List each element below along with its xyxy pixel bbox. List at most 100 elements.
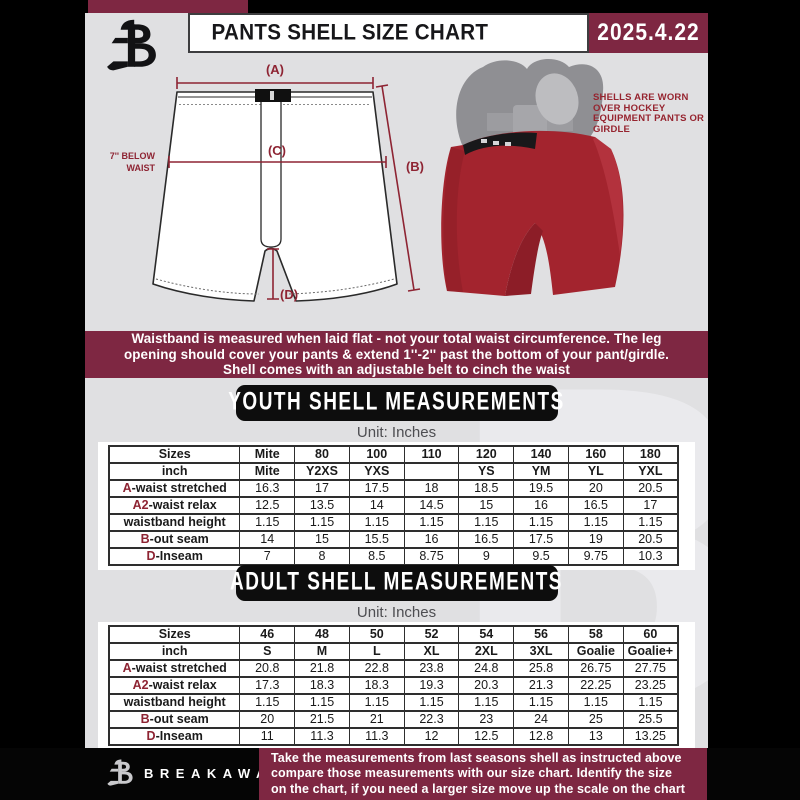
cell: 25.5 <box>622 710 679 729</box>
cell: YXS <box>348 462 405 481</box>
cell: S <box>239 642 296 661</box>
cell: 54 <box>458 625 515 644</box>
cell: 20 <box>239 710 296 729</box>
table-row: A2-waist relax 17.3 18.3 18.3 19.3 20.3 21.3 22… <box>108 676 679 695</box>
cell: 1.15 <box>458 693 515 712</box>
cell: YS <box>458 462 515 481</box>
cell: 17.5 <box>348 479 405 498</box>
cell: 24.8 <box>458 659 515 678</box>
cell: 3XL <box>513 642 569 661</box>
cell: 21.8 <box>294 659 350 678</box>
red-shell <box>441 130 624 296</box>
footer-line: compare those measurements with our size… <box>271 766 673 781</box>
page-title: PANTS SHELL SIZE CHART <box>211 20 489 45</box>
cell: 9 <box>458 547 515 566</box>
row-label: B-out seam <box>108 710 241 729</box>
cell: 1.15 <box>458 513 515 532</box>
cell: 17 <box>622 496 679 515</box>
measure-d-line <box>267 248 279 300</box>
row-label: D-Inseam <box>108 727 241 746</box>
cell: 16.3 <box>239 479 296 498</box>
cell: 1.15 <box>239 693 296 712</box>
cell: 20.5 <box>622 530 679 549</box>
cell: 16 <box>513 496 569 515</box>
shell-belt <box>463 132 537 155</box>
cell: 16.5 <box>458 530 515 549</box>
cell: YM <box>513 462 569 481</box>
shell-product-photo <box>441 58 624 296</box>
cell: Goalie+ <box>622 642 679 661</box>
thigh-pad <box>535 73 579 125</box>
table-row: inch S M L XL 2XL 3XL Goalie Goalie+ <box>108 642 679 661</box>
cell: 7 <box>239 547 296 566</box>
cell: 46 <box>239 625 296 644</box>
cell: 16 <box>403 530 460 549</box>
cell: 14 <box>348 496 405 515</box>
measure-a-label: (A) <box>266 62 284 77</box>
cell: 1.15 <box>513 513 569 532</box>
cell <box>403 462 460 481</box>
measure-c-line <box>168 156 387 168</box>
cell: 22.8 <box>348 659 405 678</box>
belt-detail <box>493 141 499 145</box>
adult-section-title: ADULT SHELL MEASUREMENTS <box>230 568 563 596</box>
shell-shadow-center <box>505 223 543 296</box>
date-text: 2025.4.22 <box>597 19 700 46</box>
cell: L <box>348 642 405 661</box>
cell: 9.5 <box>513 547 569 566</box>
cell: 26.75 <box>567 659 624 678</box>
photo-caption: SHELLS ARE WORN OVER HOCKEY EQUIPMENT PA… <box>593 92 705 135</box>
row-label: Sizes <box>108 625 241 644</box>
table-row: Sizes Mite 80 100 110 120 140 160 180 <box>108 445 679 464</box>
footer: BREAKAWAY Take the measurements from las… <box>0 748 800 800</box>
cell: 180 <box>622 445 679 464</box>
cell: 18.3 <box>348 676 405 695</box>
cell: 25.8 <box>513 659 569 678</box>
row-label: A-waist stretched <box>108 659 241 678</box>
youth-section-banner: YOUTH SHELL MEASUREMENTS <box>228 385 563 421</box>
cell: 12.5 <box>239 496 296 515</box>
cell: 1.15 <box>348 513 405 532</box>
cell: 1.15 <box>239 513 296 532</box>
cell: 1.15 <box>622 693 679 712</box>
row-label: inch <box>108 642 241 661</box>
youth-unit-label: Unit: Inches <box>356 424 437 441</box>
cell: 1.15 <box>567 513 624 532</box>
cell: 19 <box>567 530 624 549</box>
cell: 60 <box>622 625 679 644</box>
table-row: A2-waist relax 12.5 13.5 14 14.5 15 16 16.5 17 <box>108 496 679 515</box>
cell: Mite <box>239 445 296 464</box>
cell: 11.3 <box>348 727 405 746</box>
cell: 14 <box>239 530 296 549</box>
cell: 11 <box>239 727 296 746</box>
note-line: Waistband is measured when laid flat - n… <box>131 331 662 347</box>
cell: 12.5 <box>458 727 515 746</box>
footer-logo: BREAKAWAY <box>106 758 286 788</box>
cell: Y2XS <box>294 462 350 481</box>
measure-d-label: (D) <box>280 287 298 302</box>
cell: 20.3 <box>458 676 515 695</box>
date-badge: 2025.4.22 <box>589 13 708 53</box>
cell: 16.5 <box>567 496 624 515</box>
cell: 50 <box>348 625 405 644</box>
youth-section-title: YOUTH SHELL MEASUREMENTS <box>228 388 565 416</box>
cell: 1.15 <box>294 513 350 532</box>
cell: 25 <box>567 710 624 729</box>
cell: 21.5 <box>294 710 350 729</box>
cell: 21 <box>348 710 405 729</box>
row-label: waistband height <box>108 693 241 712</box>
cell: YL <box>567 462 624 481</box>
note-line: opening should cover your pants & extend… <box>123 346 669 362</box>
measurement-note-banner: Waistband is measured when laid flat - n… <box>85 331 708 378</box>
cell: 140 <box>513 445 569 464</box>
cell: 110 <box>403 445 460 464</box>
brand-name: BREAKAWAY <box>144 765 286 781</box>
cell: 1.15 <box>513 693 569 712</box>
table-row: inch Mite Y2XS YXS YS YM YL YXL <box>108 462 679 481</box>
cell: 24 <box>513 710 569 729</box>
cell: 19.5 <box>513 479 569 498</box>
cell: 58 <box>567 625 624 644</box>
cell: 12 <box>403 727 460 746</box>
table-row: waistband height 1.15 1.15 1.15 1.15 1.15 1.15… <box>108 513 679 532</box>
adult-section-banner: ADULT SHELL MEASUREMENTS <box>230 565 561 601</box>
